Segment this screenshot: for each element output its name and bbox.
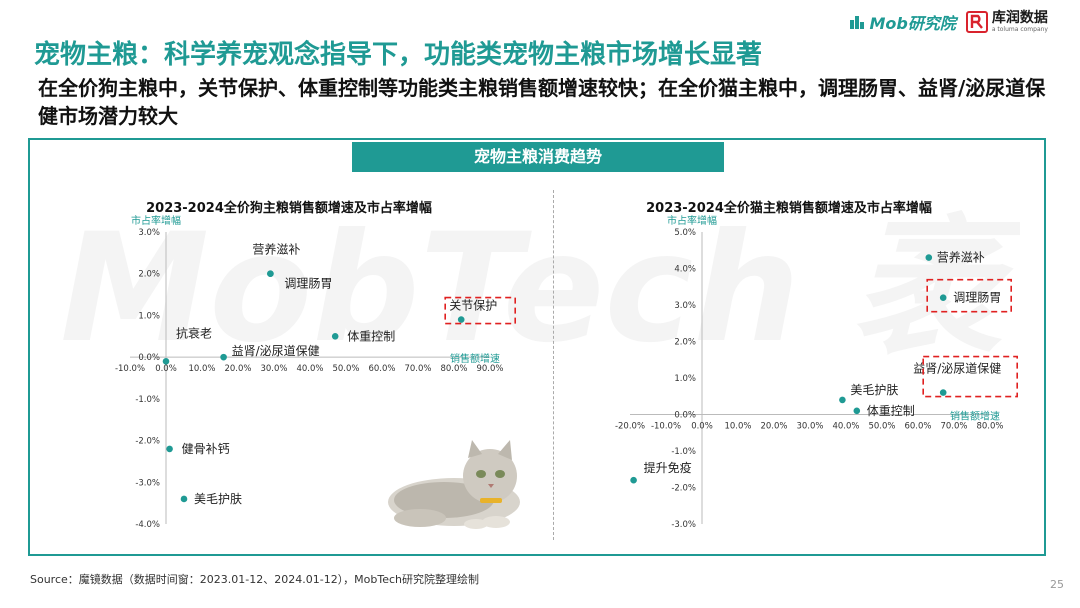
chart-title: 2023-2024全价猫主粮销售额增速及市占率增幅 <box>646 200 932 216</box>
x-tick-label: 50.0% <box>332 364 359 374</box>
y-tick-label: -2.0% <box>671 484 696 494</box>
x-tick-label: 10.0% <box>724 422 751 432</box>
x-tick-label: 20.0% <box>224 364 251 374</box>
y-tick-label: -1.0% <box>135 395 160 405</box>
y-tick-label: 2.0% <box>138 270 160 280</box>
panel-header: 宠物主粮消费趋势 <box>352 142 724 172</box>
watermark-text: MobTech 袤博 <box>60 202 1020 376</box>
watermark: MobTech 袤博 <box>60 202 1020 376</box>
point-label: 美毛护肤 <box>194 491 242 506</box>
x-tick-label: 40.0% <box>832 422 859 432</box>
y-axis-title: 市占率增幅 <box>131 214 181 227</box>
data-point <box>162 358 170 365</box>
y-tick-label: 1.0% <box>674 374 696 384</box>
x-tick-label: 40.0% <box>296 364 323 374</box>
data-point <box>925 254 933 261</box>
page-number: 25 <box>1050 578 1064 591</box>
mob-logo-icon <box>850 16 865 29</box>
x-tick-label: -10.0% <box>115 364 145 374</box>
data-point <box>220 353 227 361</box>
highlight-box <box>922 355 1019 398</box>
page-title: 宠物主粮：科学养宠观念指导下，功能类宠物主粮市场增长显著 <box>34 40 763 70</box>
y-tick-label: 2.0% <box>674 338 696 348</box>
point-label: 调理肠胃 <box>953 291 1001 305</box>
y-tick-label: -2.0% <box>135 437 160 447</box>
logos: Mob研究院 库润数据 a toluma company <box>849 8 1048 36</box>
chart-divider <box>553 190 554 540</box>
point-label: 健骨补钙 <box>182 442 230 456</box>
point-label: 美毛护肤 <box>850 382 898 397</box>
data-point <box>630 476 637 484</box>
x-tick-label: 10.0% <box>188 364 215 374</box>
rb-logo: 库润数据 a toluma company <box>965 10 1048 33</box>
point-label: 抗衰老 <box>176 325 212 340</box>
x-tick-label: 50.0% <box>868 422 895 432</box>
y-tick-label: 3.0% <box>674 301 696 311</box>
x-tick-label: 80.0% <box>976 422 1003 432</box>
cat-image <box>388 440 520 529</box>
x-tick-label: 30.0% <box>796 422 823 432</box>
point-label: 益肾/泌尿道保健 <box>232 344 320 358</box>
point-label: 体重控制 <box>867 404 915 418</box>
rb-logo-name: 库润数据 <box>991 10 1048 26</box>
data-point <box>331 332 339 340</box>
data-point <box>457 316 465 323</box>
rb-logo-icon <box>965 11 988 33</box>
data-point <box>839 396 846 404</box>
y-tick-label: 5.0% <box>674 228 696 238</box>
y-tick-label: -3.0% <box>135 478 160 488</box>
y-tick-label: -3.0% <box>671 520 696 530</box>
point-label: 调理肠胃 <box>284 277 332 291</box>
page-subtitle: 在全价狗主粮中，关节保护、体重控制等功能类主粮销售额增速较快；在全价猫主粮中，调… <box>38 76 1046 128</box>
x-tick-label: 80.0% <box>440 364 467 374</box>
y-tick-label: 3.0% <box>138 228 160 238</box>
y-tick-label: 1.0% <box>138 311 160 321</box>
y-tick-label: -4.0% <box>135 520 160 530</box>
x-tick-label: 30.0% <box>260 364 287 374</box>
x-tick-label: 0.0% <box>155 364 177 374</box>
chart-title: 2023-2024全价狗主粮销售额增速及市占率增幅 <box>146 200 432 216</box>
point-label: 益肾/泌尿道保健 <box>913 362 1001 376</box>
data-point <box>180 495 188 503</box>
x-tick-label: 60.0% <box>904 422 931 432</box>
y-tick-label: -1.0% <box>671 447 696 457</box>
y-axis-title: 市占率增幅 <box>667 214 717 227</box>
highlight-box <box>444 296 517 325</box>
highlight-box <box>926 278 1013 313</box>
x-tick-label: -20.0% <box>615 422 645 432</box>
point-label: 体重控制 <box>347 329 395 343</box>
point-label: 提升免疫 <box>644 460 692 475</box>
point-label: 关节保护 <box>449 299 497 313</box>
x-tick-label: -10.0% <box>651 422 681 432</box>
y-tick-label: 4.0% <box>674 265 696 275</box>
chart-panel <box>28 138 1046 556</box>
data-point <box>939 389 947 396</box>
rb-logo-sub: a toluma company <box>991 26 1048 33</box>
source-note: Source：魔镜数据（数据时间窗：2023.01-12、2024.01-12）… <box>30 573 480 586</box>
x-tick-label: 0.0% <box>691 422 713 432</box>
data-point <box>166 445 173 453</box>
x-tick-label: 20.0% <box>760 422 787 432</box>
point-label: 营养滋补 <box>252 242 300 257</box>
x-axis-title: 销售额增速 <box>450 352 500 365</box>
data-point <box>853 407 861 415</box>
x-tick-label: 70.0% <box>940 422 967 432</box>
x-tick-label: 70.0% <box>404 364 431 374</box>
data-point <box>267 270 274 278</box>
data-point <box>939 294 947 302</box>
y-tick-label: 0.0% <box>674 411 696 421</box>
mob-logo: Mob研究院 <box>849 10 956 34</box>
x-tick-label: 90.0% <box>476 364 503 374</box>
point-label: 营养滋补 <box>937 250 985 265</box>
mob-logo-text: Mob研究院 <box>869 14 956 33</box>
x-axis-title: 销售额增速 <box>950 410 1000 423</box>
x-tick-label: 60.0% <box>368 364 395 374</box>
y-tick-label: 0.0% <box>138 353 160 363</box>
